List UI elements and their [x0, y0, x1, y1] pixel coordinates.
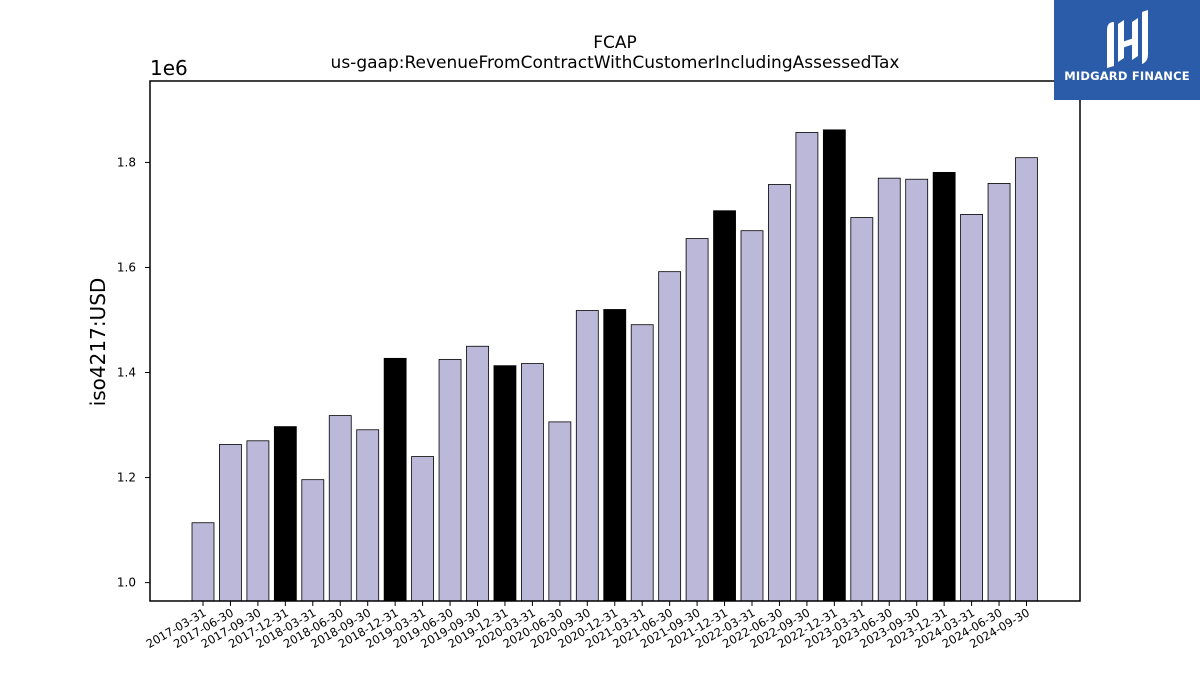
bar-2019-03-31 [411, 456, 435, 602]
y-tick-label: 1.2 [117, 471, 136, 485]
bar-2018-09-30 [356, 429, 380, 602]
bar-2022-03-31 [740, 230, 764, 602]
bar-2024-03-31 [960, 214, 983, 602]
y-tick-label: 1.8 [117, 155, 136, 169]
y-axis-label: iso4217:USD [86, 278, 110, 407]
chart-title: FCAP [593, 33, 637, 53]
chart-subtitle: us-gaap:RevenueFromContractWithCustomerI… [331, 53, 900, 73]
bar-2022-12-31 [822, 129, 846, 602]
logo-text: MIDGARD FINANCE [1064, 69, 1190, 83]
bar-2023-09-30 [905, 178, 929, 602]
bar-2021-12-31 [713, 210, 736, 602]
bar-2020-03-31 [521, 363, 544, 602]
bar-2020-12-31 [603, 309, 627, 602]
bar-2021-06-30 [658, 271, 682, 602]
y-tick-label: 1.6 [117, 260, 136, 274]
bar-2020-09-30 [575, 310, 599, 602]
bar-2017-09-30 [246, 440, 270, 602]
bar-2017-12-31 [273, 426, 297, 602]
bar-2019-06-30 [438, 358, 462, 602]
bar-2022-06-30 [768, 184, 791, 602]
midgard-logo-icon [1107, 10, 1148, 68]
bar-2017-03-31 [191, 522, 215, 602]
bar-2021-03-31 [630, 324, 654, 602]
y-tick-label: 1.0 [117, 576, 136, 590]
bar-2024-06-30 [987, 183, 1011, 602]
bar-2023-03-31 [850, 217, 874, 602]
bar-2024-09-30 [1015, 157, 1038, 602]
bar-2018-06-30 [328, 415, 352, 602]
plot-frame [149, 80, 1081, 602]
bar-2023-06-30 [877, 177, 901, 602]
bar-2021-09-30 [685, 238, 709, 602]
bar-2017-06-30 [219, 444, 242, 602]
midgard-finance-logo: MIDGARD FINANCE [1054, 0, 1200, 100]
bar-2019-09-30 [466, 345, 489, 602]
bar-2023-12-31 [932, 171, 956, 602]
bar-2019-12-31 [493, 365, 517, 602]
bar-2018-12-31 [383, 357, 407, 602]
bar-2022-09-30 [795, 132, 819, 602]
bar-2020-06-30 [548, 421, 572, 602]
y-axis-multiplier: 1e6 [150, 56, 188, 80]
bar-2018-03-31 [301, 479, 325, 602]
y-tick-label: 1.4 [117, 366, 136, 380]
